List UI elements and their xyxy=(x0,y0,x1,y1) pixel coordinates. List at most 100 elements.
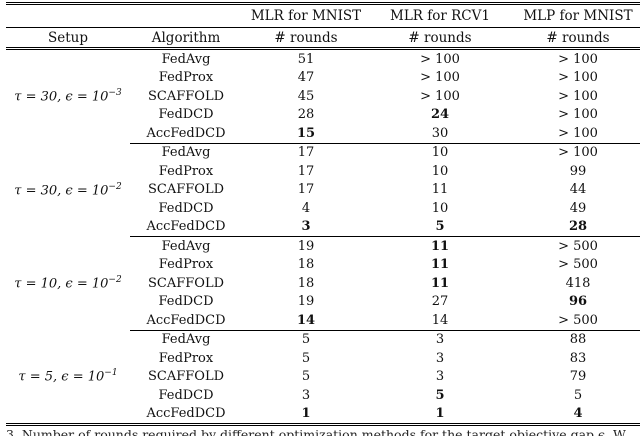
algorithm-name: FedAvg xyxy=(130,236,242,256)
table-row: FedProx 5 3 83 xyxy=(6,349,640,368)
algorithm-name: FedAvg xyxy=(130,142,242,162)
algorithm-name: FedAvg xyxy=(130,329,242,349)
rounds-value: 11 xyxy=(430,257,450,273)
rounds-value: > 500 xyxy=(558,257,598,273)
table-row: SCAFFOLD 17 11 44 xyxy=(6,181,640,200)
algorithm-name: AccFedDCD xyxy=(146,406,226,422)
rounds-value: 30 xyxy=(431,125,449,141)
table-row: AccFedDCD 15 30 > 100 xyxy=(6,124,640,143)
rounds-value: 18 xyxy=(297,275,315,291)
table-row: τ = 30, ϵ = 10−2 FedAvg 17 10 > 100 xyxy=(6,142,640,198)
rounds-value: > 100 xyxy=(420,51,460,67)
rounds-value: 79 xyxy=(569,369,587,385)
algorithm-name: FedDCD xyxy=(158,387,214,403)
column-header-row: Setup Algorithm # rounds # rounds # roun… xyxy=(6,27,640,50)
rounds-value: 1 xyxy=(301,406,311,422)
rounds-value: 5 xyxy=(242,329,370,349)
table-row: FedDCD 3 5 5 xyxy=(6,386,640,405)
table-row: AccFedDCD 1 1 4 xyxy=(6,405,640,425)
rounds-value: 5 xyxy=(435,219,445,235)
algorithm-name: FedProx xyxy=(158,163,214,179)
table-caption: 3. Number of rounds required by differen… xyxy=(6,427,626,436)
algorithm-name: FedDCD xyxy=(158,200,214,216)
rounds-value: 1 xyxy=(435,406,445,422)
algorithm-name: FedAvg xyxy=(161,51,211,67)
rounds-value: 17 xyxy=(242,142,370,162)
column-header-rounds-2: # rounds xyxy=(370,27,510,50)
group-header-mlp-mnist: MLP for MNIST xyxy=(510,3,640,28)
rounds-value: 27 xyxy=(431,294,449,310)
rounds-value: > 100 xyxy=(558,70,598,86)
rounds-value: 5 xyxy=(573,387,583,403)
rounds-value: > 100 xyxy=(510,142,640,162)
rounds-value: 17 xyxy=(297,182,315,198)
rounds-value: 11 xyxy=(430,275,450,291)
rounds-value: 45 xyxy=(297,88,315,104)
algorithm-name: SCAFFOLD xyxy=(148,88,224,104)
rounds-value: 10 xyxy=(431,200,449,216)
rounds-value: 3 xyxy=(435,369,445,385)
table-row: SCAFFOLD 5 3 79 xyxy=(6,368,640,387)
rounds-value: 83 xyxy=(569,350,587,366)
rounds-value: > 100 xyxy=(558,107,598,123)
rounds-value: 3 xyxy=(435,350,445,366)
setup-label: τ = 5, ϵ = 10−1 xyxy=(18,368,118,385)
rounds-value: 4 xyxy=(573,406,583,422)
algorithm-name: FedDCD xyxy=(158,294,214,310)
rounds-value: 418 xyxy=(565,275,591,291)
rounds-value: 96 xyxy=(568,294,588,310)
rounds-value: 10 xyxy=(370,142,510,162)
table-row: FedDCD 4 10 49 xyxy=(6,199,640,218)
rounds-value: 4 xyxy=(301,200,311,216)
algorithm-name: AccFedDCD xyxy=(146,219,226,235)
table-row: FedProx 17 10 99 xyxy=(6,162,640,181)
rounds-value: 5 xyxy=(301,369,311,385)
rounds-value: 28 xyxy=(568,219,588,235)
rounds-value: 3 xyxy=(370,329,510,349)
rounds-value: 19 xyxy=(297,294,315,310)
table-row: FedDCD 28 24 > 100 xyxy=(6,106,640,125)
table-row: AccFedDCD 3 5 28 xyxy=(6,218,640,237)
table-row: SCAFFOLD 18 11 418 xyxy=(6,274,640,293)
table-row: FedProx 18 11 > 500 xyxy=(6,256,640,275)
rounds-value: > 100 xyxy=(558,125,598,141)
rounds-value: > 500 xyxy=(510,236,640,256)
algorithm-name: SCAFFOLD xyxy=(148,182,224,198)
table-row: τ = 30, ϵ = 10−3 FedAvg 51 > 100 > 100 xyxy=(6,49,640,105)
column-header-algorithm: Algorithm xyxy=(130,27,242,50)
algorithm-name: FedProx xyxy=(158,70,214,86)
table-row: τ = 5, ϵ = 10−1 FedAvg 5 3 88 xyxy=(6,329,640,385)
rounds-value: 14 xyxy=(296,312,316,328)
table-body: τ = 30, ϵ = 10−3 FedAvg 51 > 100 > 100 FedPro… xyxy=(6,49,640,425)
rounds-value: 5 xyxy=(301,350,311,366)
algorithm-name: AccFedDCD xyxy=(146,312,226,328)
algorithm-name: SCAFFOLD xyxy=(148,369,224,385)
rounds-value: 44 xyxy=(569,182,587,198)
rounds-value: 5 xyxy=(435,387,445,403)
setup-label: τ = 10, ϵ = 10−2 xyxy=(14,275,122,292)
column-header-rounds-1: # rounds xyxy=(242,27,370,50)
rounds-value: 49 xyxy=(569,200,587,216)
rounds-value: > 100 xyxy=(558,51,598,67)
group-header-mlr-mnist: MLR for MNIST xyxy=(242,3,370,28)
rounds-value: 15 xyxy=(296,125,316,141)
table-row: AccFedDCD 14 14 > 500 xyxy=(6,311,640,330)
rounds-value: 17 xyxy=(297,163,315,179)
table-row: FedProx 47 > 100 > 100 xyxy=(6,69,640,88)
rounds-value: 3 xyxy=(301,387,311,403)
setup-label: τ = 30, ϵ = 10−2 xyxy=(14,181,122,198)
rounds-value: 51 xyxy=(297,51,315,67)
rounds-value: > 100 xyxy=(420,70,460,86)
rounds-value: > 500 xyxy=(558,312,598,328)
rounds-value: 11 xyxy=(370,236,510,256)
group-header-row: MLR for MNIST MLR for RCV1 MLP for MNIST xyxy=(6,3,640,28)
algorithm-name: FedProx xyxy=(158,257,214,273)
rounds-value: 18 xyxy=(297,257,315,273)
group-header-mlr-rcv1: MLR for RCV1 xyxy=(370,3,510,28)
results-table: MLR for MNIST MLR for RCV1 MLP for MNIST… xyxy=(6,2,640,426)
rounds-value: 47 xyxy=(297,70,315,86)
rounds-value: 19 xyxy=(242,236,370,256)
column-header-rounds-3: # rounds xyxy=(510,27,640,50)
column-header-setup: Setup xyxy=(6,27,130,50)
algorithm-name: FedDCD xyxy=(158,107,214,123)
